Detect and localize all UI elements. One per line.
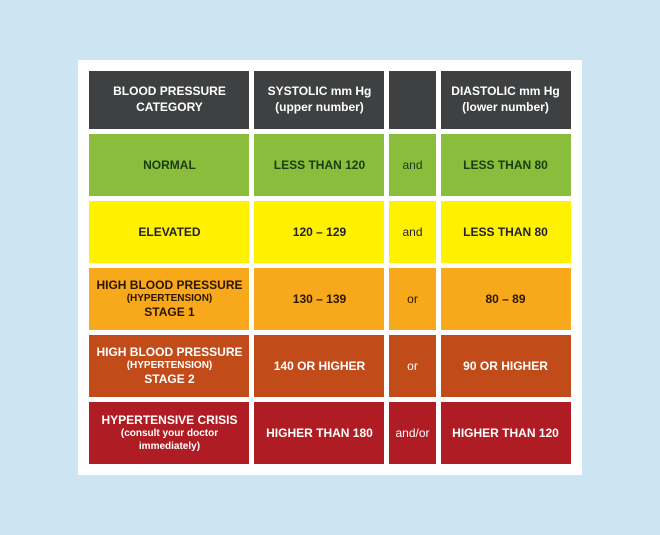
cell-diastolic: HIGHER THAN 120 [441,402,571,464]
cell-diastolic: LESS THAN 80 [441,201,571,263]
category-sub: (HYPERTENSION) [95,293,243,306]
table-row: HIGH BLOOD PRESSURE(HYPERTENSION)STAGE 1… [89,268,570,330]
header-conj [389,71,435,129]
cell-conj: and/or [389,402,435,464]
cell-systolic: 120 – 129 [254,201,384,263]
table-row: HIGH BLOOD PRESSURE(HYPERTENSION)STAGE 2… [89,335,570,397]
category-main: HIGH BLOOD PRESSURE [95,278,243,293]
cell-category: HIGH BLOOD PRESSURE(HYPERTENSION)STAGE 2 [89,335,249,397]
cell-conj: and [389,134,435,196]
category-sub: (HYPERTENSION) [95,360,243,373]
category-main: HIGH BLOOD PRESSURE [95,345,243,360]
category-main: NORMAL [95,158,243,173]
bp-table-container: BLOOD PRESSURE CATEGORY SYSTOLIC mm Hg (… [78,60,581,475]
cell-diastolic: 90 OR HIGHER [441,335,571,397]
cell-category: HYPERTENSIVE CRISIS(consult your doctor … [89,402,249,464]
category-sub: (consult your doctor immediately) [95,428,243,453]
cell-conj: or [389,335,435,397]
bp-table: BLOOD PRESSURE CATEGORY SYSTOLIC mm Hg (… [84,66,575,469]
category-main: HYPERTENSIVE CRISIS [95,413,243,428]
category-main: ELEVATED [95,225,243,240]
header-diastolic: DIASTOLIC mm Hg (lower number) [441,71,571,129]
cell-systolic: 140 OR HIGHER [254,335,384,397]
cell-systolic: LESS THAN 120 [254,134,384,196]
header-systolic: SYSTOLIC mm Hg (upper number) [254,71,384,129]
cell-category: NORMAL [89,134,249,196]
cell-systolic: 130 – 139 [254,268,384,330]
cell-diastolic: LESS THAN 80 [441,134,571,196]
header-row: BLOOD PRESSURE CATEGORY SYSTOLIC mm Hg (… [89,71,570,129]
table-row: ELEVATED 120 – 129andLESS THAN 80 [89,201,570,263]
cell-diastolic: 80 – 89 [441,268,571,330]
cell-conj: or [389,268,435,330]
category-extra: STAGE 2 [95,372,243,387]
category-extra: STAGE 1 [95,305,243,320]
table-row: HYPERTENSIVE CRISIS(consult your doctor … [89,402,570,464]
cell-category: HIGH BLOOD PRESSURE(HYPERTENSION)STAGE 1 [89,268,249,330]
table-row: NORMAL LESS THAN 120andLESS THAN 80 [89,134,570,196]
cell-systolic: HIGHER THAN 180 [254,402,384,464]
cell-category: ELEVATED [89,201,249,263]
cell-conj: and [389,201,435,263]
header-category: BLOOD PRESSURE CATEGORY [89,71,249,129]
